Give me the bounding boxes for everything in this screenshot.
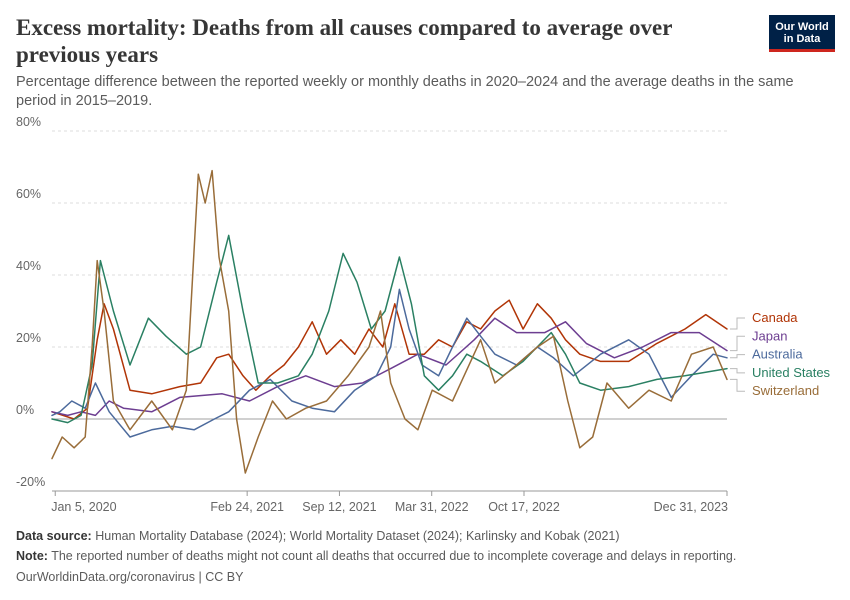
- y-tick-label: 20%: [16, 331, 41, 345]
- y-tick-label: 60%: [16, 187, 41, 201]
- legend-label-united-states: United States: [752, 365, 831, 380]
- legend-connector-united-states: [730, 368, 745, 374]
- source-line: Data source: Human Mortality Database (2…: [16, 528, 836, 544]
- owid-logo[interactable]: Our World in Data: [769, 15, 835, 52]
- legend-connector-australia: [730, 354, 745, 359]
- url-line: OurWorldinData.org/coronavirus | CC BY: [16, 569, 836, 585]
- legend-label-switzerland: Switzerland: [752, 383, 819, 398]
- x-tick-label: Oct 17, 2022: [488, 500, 560, 514]
- x-tick-label: Sep 12, 2021: [302, 500, 376, 514]
- y-tick-label: 80%: [16, 115, 41, 129]
- y-tick-label: 40%: [16, 259, 41, 273]
- note-line: Note: The reported number of deaths migh…: [16, 548, 836, 564]
- legend-label-japan: Japan: [752, 328, 787, 343]
- license-text: | CC BY: [198, 570, 244, 584]
- chart-subtitle: Percentage difference between the report…: [16, 74, 794, 109]
- grid-lines: [52, 130, 727, 492]
- line-chart: -20% 0% 20% 40% 60% 80% Jan 5, 2020 Feb 24, 20…: [16, 115, 831, 514]
- y-axis-ticks: -20% 0% 20% 40% 60% 80%: [16, 115, 45, 489]
- note-text: The reported number of deaths might not …: [51, 549, 737, 563]
- legend-connector-switzerland: [730, 378, 745, 392]
- x-tick-label: Jan 5, 2020: [51, 500, 116, 514]
- x-tick-label: Feb 24, 2021: [210, 500, 284, 514]
- x-tick-label: Dec 31, 2023: [654, 500, 728, 514]
- site-link[interactable]: OurWorldinData.org/coronavirus: [16, 570, 196, 584]
- source-text: Human Mortality Database (2024); World M…: [95, 529, 620, 543]
- legend-label-australia: Australia: [752, 347, 803, 362]
- series-lines: [51, 169, 728, 474]
- logo-accent-bar: [769, 49, 835, 52]
- legend: Canada Japan Australia United States Switzer…: [730, 310, 831, 398]
- y-tick-label: 0%: [16, 403, 34, 417]
- y-tick-label: -20%: [16, 475, 45, 489]
- legend-label-canada: Canada: [752, 310, 798, 325]
- logo-line-2: in Data: [783, 33, 821, 45]
- x-axis: Jan 5, 2020 Feb 24, 2021 Sep 12, 2021 Mar 3…: [51, 490, 728, 514]
- chart-title: Excess mortality: Deaths from all causes…: [16, 15, 672, 67]
- series-line-united-states: [51, 234, 728, 424]
- series-line-japan: [51, 317, 728, 417]
- legend-connector-japan: [730, 335, 745, 352]
- series-line-switzerland: [51, 169, 728, 474]
- series-line-australia: [51, 288, 728, 438]
- source-label: Data source:: [16, 529, 92, 543]
- logo-line-1: Our World: [775, 21, 829, 33]
- legend-connector-canada: [730, 317, 745, 330]
- series-line-canada: [51, 299, 728, 420]
- x-tick-label: Mar 31, 2022: [395, 500, 469, 514]
- note-label: Note:: [16, 549, 48, 563]
